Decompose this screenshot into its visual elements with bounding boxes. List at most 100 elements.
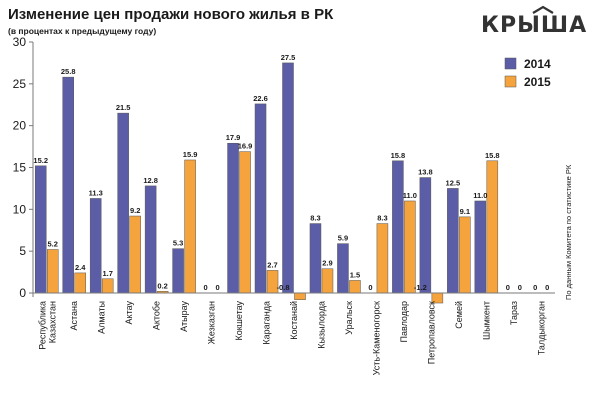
category-label: Усть-Каменогорск <box>371 301 381 375</box>
value-label-2015: 2.7 <box>267 260 277 269</box>
category-label: Астана <box>69 301 79 331</box>
bar-2015 <box>376 223 389 294</box>
bar-2014 <box>254 103 267 294</box>
value-label-2015: 8.3 <box>377 214 387 223</box>
category-label: Талдыкорган <box>536 301 546 355</box>
value-label-2015: -1.2 <box>414 283 427 292</box>
value-label-2014: 21.5 <box>116 103 131 112</box>
legend-swatch-2015 <box>504 75 517 88</box>
value-label-2014: 15.2 <box>33 156 48 165</box>
value-label-2014: 5.9 <box>338 234 348 243</box>
bar-2014 <box>474 200 487 294</box>
bar-2015 <box>101 278 114 294</box>
value-label-2014: 11.3 <box>89 188 103 197</box>
bar-2015 <box>294 292 306 300</box>
value-label-2015: 9.1 <box>460 207 470 216</box>
category-label: Атырау <box>179 301 189 332</box>
bar-2014 <box>34 165 47 294</box>
value-label-2014: 0 <box>506 283 510 292</box>
value-label-2015: 0 <box>215 283 219 292</box>
value-label-2014: 13.8 <box>418 168 433 177</box>
value-label-2015: 1.7 <box>102 269 112 278</box>
value-label-2015: 15.8 <box>485 151 500 160</box>
bar-2014 <box>172 248 184 294</box>
value-label-2015: -0.8 <box>277 283 290 292</box>
value-label-2014: 25.8 <box>61 67 76 76</box>
category-label: Семей <box>454 301 464 329</box>
value-label-2014: 15.8 <box>391 151 406 160</box>
y-tick-label: 0 <box>19 286 26 300</box>
y-axis: 0 5 10 15 20 25 30 <box>13 35 34 300</box>
legend: 2014 2015 <box>504 57 551 89</box>
bar-2015 <box>321 268 334 294</box>
category-label: Караганда <box>262 301 272 345</box>
bar-2014 <box>419 177 432 294</box>
bar-2015 <box>404 200 416 294</box>
value-label-2015: 1.5 <box>350 270 360 279</box>
category-label: Уральск <box>344 301 354 335</box>
chart-subtitle: (в процентах к предыдущему году) <box>8 26 156 36</box>
value-label-2015: 2.4 <box>75 263 86 272</box>
bar-2015 <box>239 151 251 294</box>
y-tick-label: 20 <box>13 119 27 133</box>
value-label-2015: 16.9 <box>238 142 253 151</box>
value-label-2014: 22.6 <box>253 94 268 103</box>
value-label-2015: 0 <box>518 283 522 292</box>
value-label-2014: 27.5 <box>281 53 296 62</box>
value-label-2014: 5.3 <box>173 239 183 248</box>
category-label: Тараз <box>509 301 519 325</box>
bar-2015 <box>184 159 196 294</box>
value-label-2014: 12.5 <box>446 178 461 187</box>
value-label-2015: 9.2 <box>130 206 140 215</box>
bar-2014 <box>282 62 294 294</box>
bar-2014 <box>392 160 404 294</box>
category-label: Петропавловск <box>426 301 436 364</box>
bars <box>34 62 499 304</box>
bar-2015 <box>349 280 361 294</box>
value-label-2015: 15.9 <box>183 150 198 159</box>
y-tick-label: 30 <box>13 35 27 49</box>
legend-label-2014: 2014 <box>524 57 551 71</box>
y-tick-label: 25 <box>13 77 27 91</box>
bar-2015 <box>129 215 141 294</box>
value-labels: 15.2 5.2 25.8 2.4 11.3 1.7 21.5 9.2 12.8 0.2 5.3 15… <box>33 53 549 292</box>
category-label: Актобе <box>152 301 162 330</box>
logo-text: КРЫША <box>481 13 587 38</box>
y-tick-label: 15 <box>13 161 27 175</box>
value-label-2014: 11.0 <box>473 191 487 200</box>
category-label: Актау <box>124 301 134 325</box>
value-label-2014: 17.9 <box>226 133 241 142</box>
value-label-2015: 5.2 <box>48 239 58 248</box>
value-label-2014: 0 <box>203 283 207 292</box>
roof-icon <box>532 5 554 14</box>
value-label-2015: 0.2 <box>157 281 167 290</box>
bar-2014 <box>62 76 74 294</box>
legend-label-2015: 2015 <box>524 75 551 89</box>
bar-2015 <box>459 216 471 294</box>
legend-swatch-2014 <box>504 57 517 70</box>
bar-2015 <box>46 249 59 294</box>
value-label-2015: 0 <box>545 283 549 292</box>
value-label-2014: 8.3 <box>310 214 320 223</box>
y-tick-label: 5 <box>19 244 26 258</box>
category-label: Шымкент <box>481 301 491 340</box>
category-label: РеспубликаКазахстан <box>38 301 58 350</box>
chart-title: Изменение цен продажи нового жилья в РК <box>8 6 334 23</box>
x-axis: РеспубликаКазахстан Астана Алматы Актау Акто… <box>33 292 555 375</box>
logo: КРЫША <box>481 5 587 38</box>
bar-2014 <box>337 243 349 294</box>
category-label: Костанай <box>289 301 299 340</box>
value-label-2014: 0 <box>533 283 537 292</box>
source-note: По данным Комитета по статистике РК <box>564 164 573 300</box>
category-label: Алматы <box>97 301 107 334</box>
bar-2014 <box>117 112 129 294</box>
bar-2015 <box>486 160 499 294</box>
category-label: Павлодар <box>399 301 409 342</box>
bar-2014 <box>144 185 157 294</box>
value-label-2014: 12.8 <box>143 176 158 185</box>
bar-2014 <box>309 223 322 294</box>
category-label: Жезказган <box>207 301 217 344</box>
category-label: Кокшетау <box>234 301 244 341</box>
bar-2014 <box>227 142 239 294</box>
